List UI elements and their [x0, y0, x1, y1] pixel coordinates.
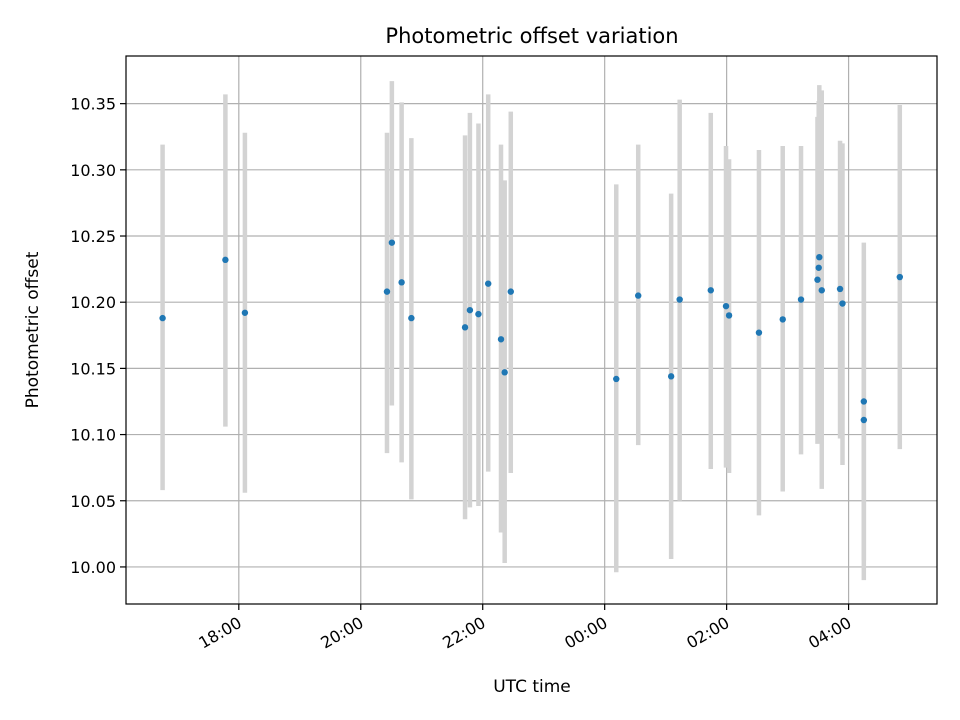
data-point [159, 314, 166, 322]
data-point [497, 336, 505, 343]
data-point [507, 288, 514, 295]
data-point [398, 279, 405, 286]
data-point [501, 369, 508, 376]
data-point [485, 280, 492, 287]
y-tick-label: 10.10 [70, 426, 116, 445]
data-point [676, 296, 683, 303]
data-point [475, 310, 482, 318]
x-axis-title: UTC time [493, 677, 571, 697]
data-point [814, 276, 821, 283]
y-tick-label: 10.20 [70, 293, 116, 312]
y-tick-label: 10.00 [70, 558, 116, 577]
y-tick-label: 10.35 [70, 95, 116, 114]
data-point [860, 398, 868, 405]
data-point [818, 287, 825, 294]
data-point [839, 300, 846, 307]
data-point [667, 373, 675, 380]
y-tick-label: 10.25 [70, 227, 116, 246]
data-point [707, 287, 714, 294]
data-point [725, 312, 733, 319]
plot-frame [125, 55, 938, 605]
data-point [613, 375, 620, 383]
data-point [222, 256, 229, 264]
data-point [388, 239, 396, 246]
data-point [408, 314, 415, 322]
data-point [816, 253, 823, 261]
data-point [815, 264, 822, 271]
data-point [779, 316, 786, 323]
y-axis-ticks: 10.00 10.05 10.10 10.15 10.20 10.25 10.30 10.35 [70, 95, 126, 577]
data-point [635, 292, 642, 299]
data-point [466, 306, 474, 314]
y-tick-label: 10.30 [70, 161, 116, 180]
data-point [461, 324, 469, 331]
y-axis-title: Photometric offset [23, 251, 43, 408]
chart-title: Photometric offset variation [385, 24, 678, 48]
data-points [159, 239, 904, 424]
data-point [383, 288, 391, 295]
data-point [241, 309, 249, 316]
data-point [797, 296, 805, 303]
data-point [860, 416, 868, 424]
data-point [755, 329, 763, 336]
data-point [896, 273, 904, 281]
data-point [722, 302, 730, 310]
data-point [836, 285, 844, 293]
y-tick-label: 10.05 [70, 492, 116, 511]
y-tick-label: 10.15 [70, 359, 116, 378]
